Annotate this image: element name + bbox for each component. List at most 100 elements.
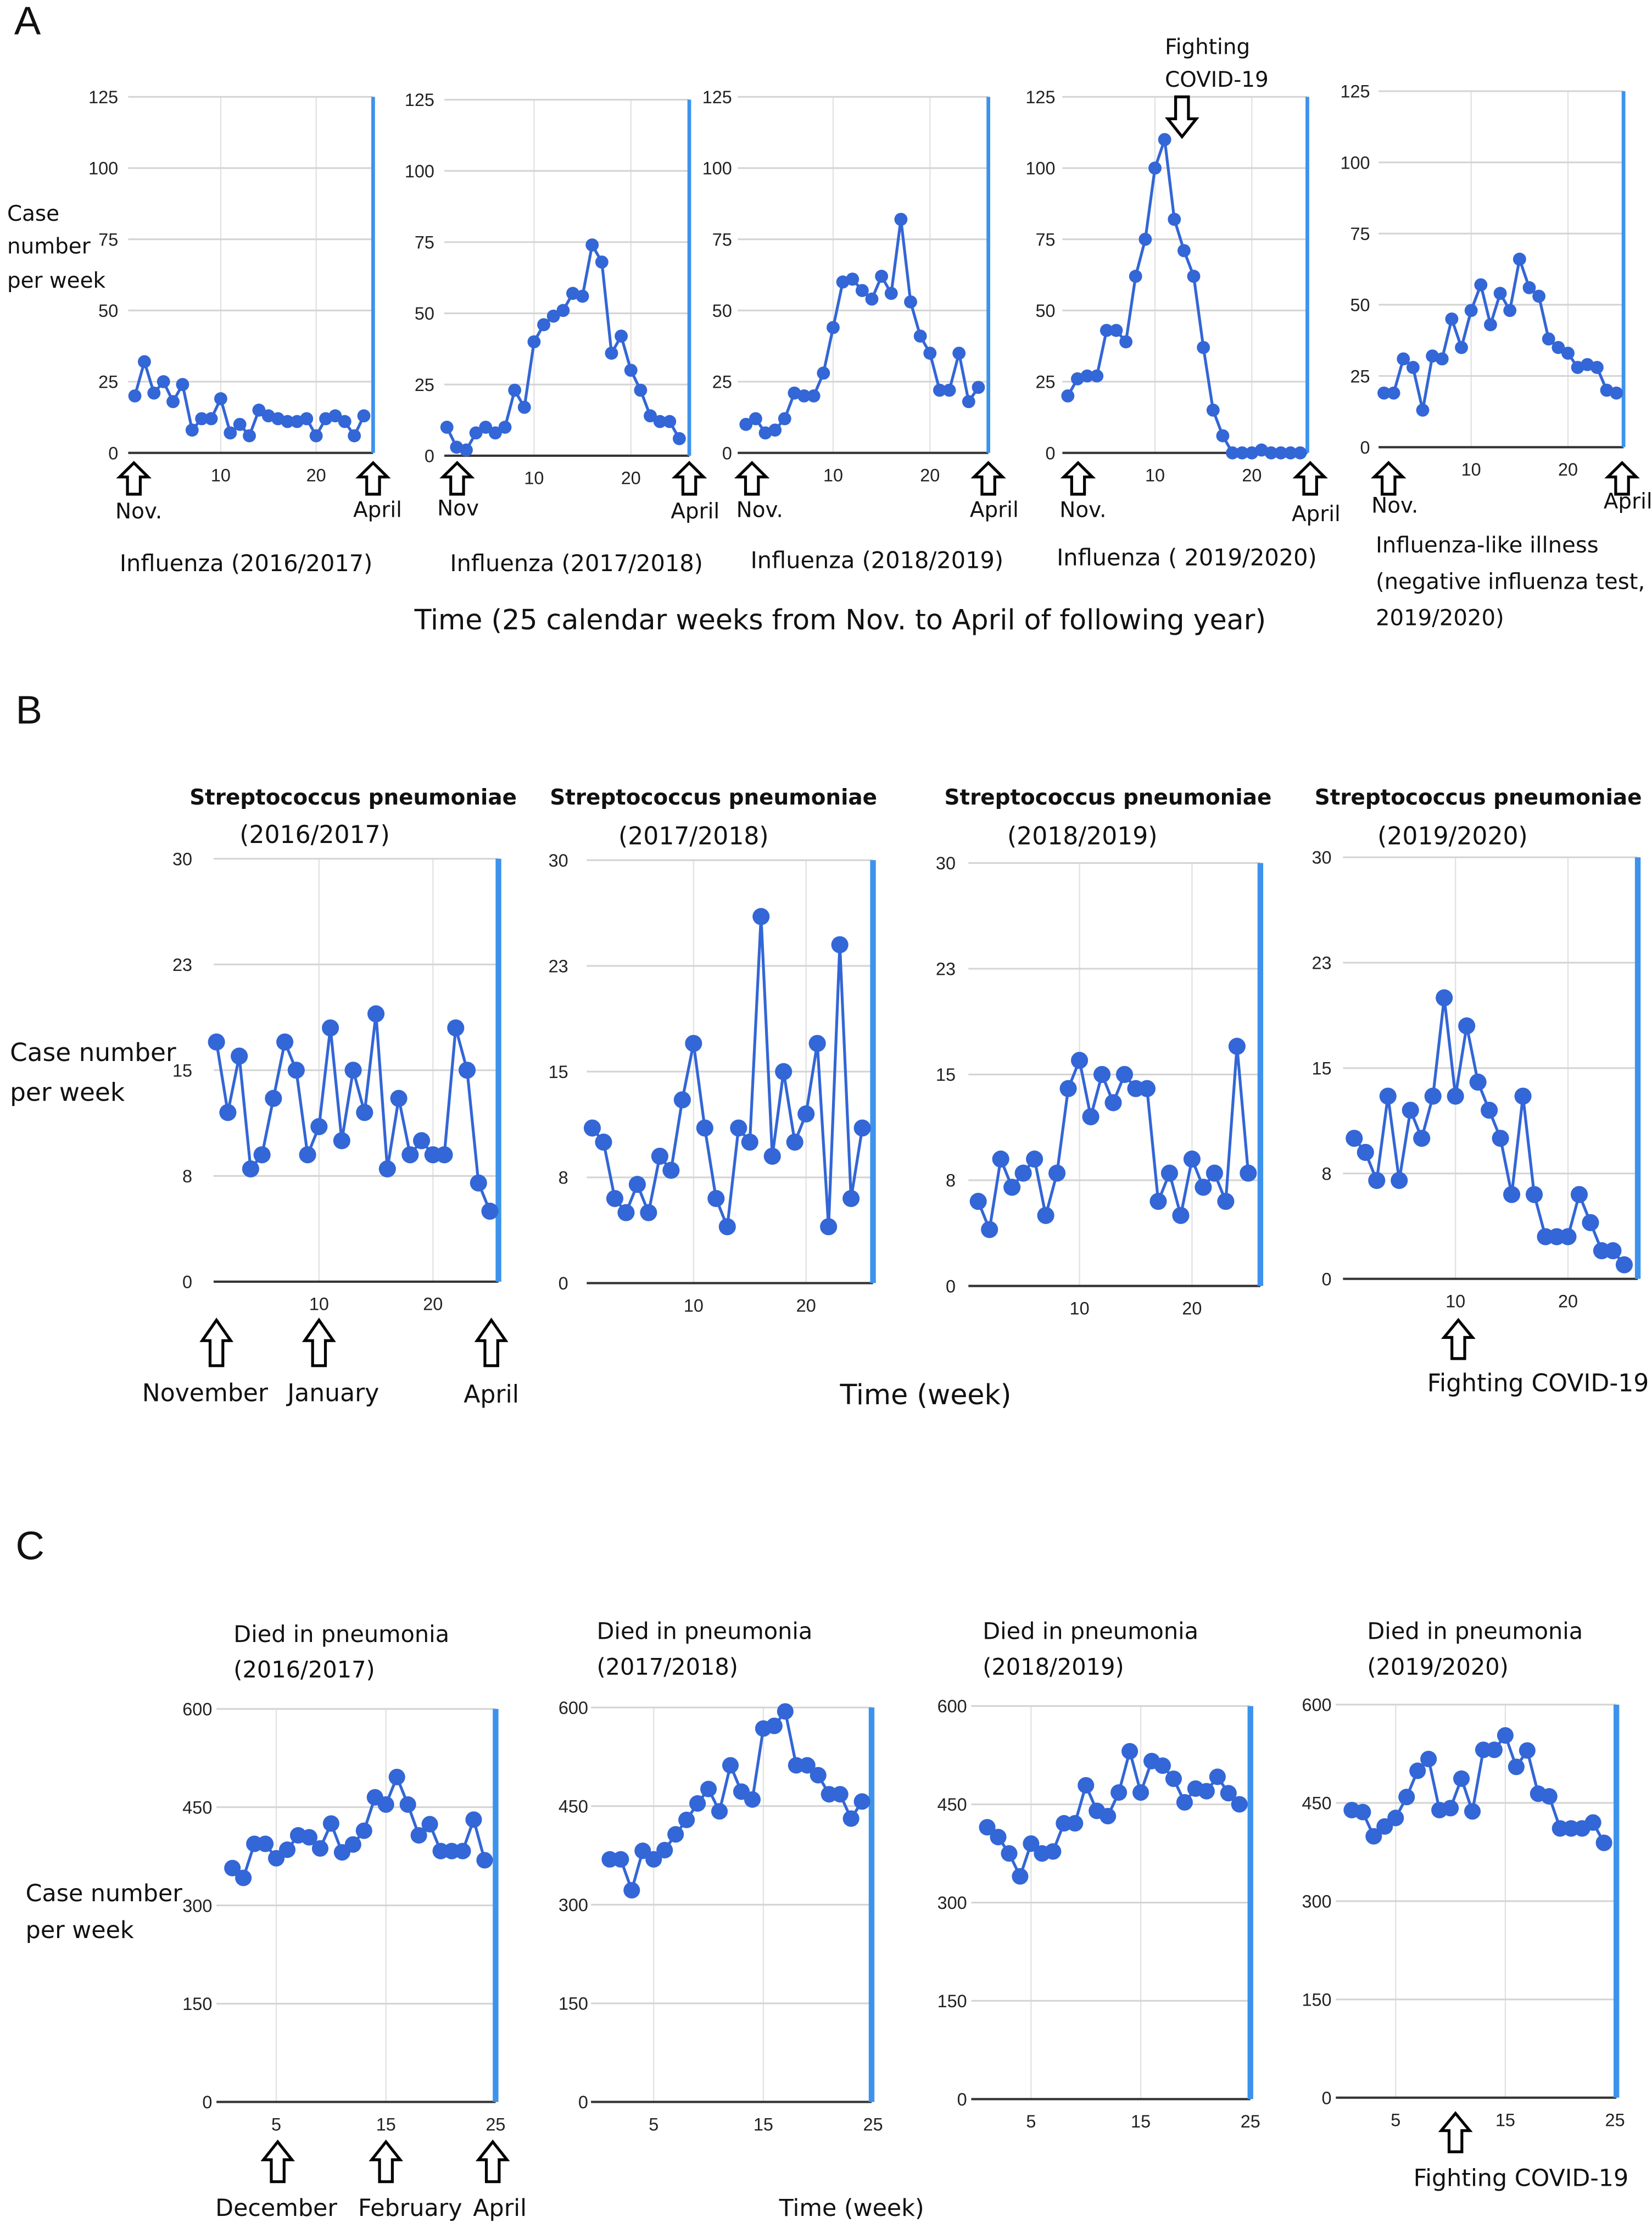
y-tick-label: 50 xyxy=(1350,295,1370,315)
y-tick-label: 100 xyxy=(88,159,118,178)
data-point xyxy=(617,1204,635,1221)
chart-title-line: (2016/2017) xyxy=(233,1656,375,1683)
up-arrow-icon xyxy=(1441,1317,1476,1360)
chart-title-line: (negative influenza test, xyxy=(1376,569,1645,594)
data-point xyxy=(741,1133,758,1151)
data-point xyxy=(378,1160,396,1178)
data-point xyxy=(208,1033,225,1051)
data-point xyxy=(707,1190,725,1207)
data-point xyxy=(651,1147,668,1165)
y-tick-label: 300 xyxy=(937,1893,967,1913)
up-arrow-icon xyxy=(369,2139,404,2184)
data-point xyxy=(281,415,294,428)
y-tick-label: 15 xyxy=(936,1065,956,1085)
data-point xyxy=(969,1193,987,1210)
y-tick-label: 300 xyxy=(1302,1892,1331,1912)
data-point xyxy=(979,1819,996,1836)
data-point xyxy=(1138,1080,1156,1097)
y-tick-label: 450 xyxy=(559,1796,588,1816)
data-point xyxy=(257,1835,274,1852)
up-arrow-icon xyxy=(199,1317,234,1367)
data-point xyxy=(730,1119,747,1137)
data-point xyxy=(1484,318,1497,332)
data-point xyxy=(300,1829,318,1846)
covid-annotation-line1: Fighting xyxy=(1165,35,1250,60)
data-point xyxy=(278,1841,296,1858)
start-month-label: Nov xyxy=(437,496,479,521)
y-tick-label: 0 xyxy=(1045,443,1055,463)
april-label-b: April xyxy=(464,1381,519,1409)
data-point xyxy=(1093,1065,1111,1084)
data-point xyxy=(689,1795,706,1812)
y-tick-label: 125 xyxy=(405,90,434,110)
chart-panel-12: 5 15 25 0 150 300 450 600 Died in pneumonia (2018… xyxy=(937,1618,1260,2131)
y-tick-label: 100 xyxy=(1025,159,1055,178)
data-point xyxy=(1132,1784,1149,1801)
y-tick-label: 150 xyxy=(559,1994,588,2014)
y-tick-label: 0 xyxy=(957,2090,967,2109)
data-point xyxy=(488,426,502,440)
y-tick-label: 75 xyxy=(1350,224,1370,244)
data-point xyxy=(1012,1868,1029,1885)
data-point xyxy=(214,392,227,406)
y-tick-label: 8 xyxy=(559,1168,568,1188)
data-point xyxy=(766,1717,783,1734)
panel-letter-a: A xyxy=(14,0,41,43)
chart-title-line: Streptococcus pneumoniae xyxy=(1315,785,1642,810)
panel-c-covid-annotation: Fighting COVID-19 xyxy=(1414,2164,1629,2192)
start-month-label: Nov. xyxy=(115,499,162,524)
data-point xyxy=(606,1190,624,1207)
chart-title-line: (2018/2019) xyxy=(983,1654,1124,1680)
data-point xyxy=(537,318,550,332)
data-point xyxy=(195,412,209,426)
data-point xyxy=(842,1810,860,1827)
data-point xyxy=(1216,429,1230,443)
data-point xyxy=(808,1035,826,1052)
data-point xyxy=(1474,278,1488,292)
data-point xyxy=(176,378,189,392)
x-tick-label: 5 xyxy=(649,2114,658,2134)
data-point xyxy=(1158,133,1171,147)
data-point xyxy=(711,1803,728,1820)
up-arrow-icon xyxy=(1604,461,1640,496)
up-arrow-icon xyxy=(970,461,1006,496)
x-tick-label: 25 xyxy=(485,2114,505,2134)
data-point xyxy=(605,347,618,360)
data-point xyxy=(235,1869,252,1886)
x-tick-label: 25 xyxy=(1605,2110,1625,2130)
data-point xyxy=(1424,1087,1442,1105)
y-tick-label: 125 xyxy=(1025,87,1055,107)
panel-letter-b: B xyxy=(16,688,42,732)
data-point xyxy=(1377,386,1391,400)
data-point xyxy=(1197,340,1210,354)
y-tick-label: 600 xyxy=(182,1699,212,1719)
x-tick-label: 10 xyxy=(1446,1292,1465,1311)
data-point xyxy=(1165,1770,1182,1788)
data-point xyxy=(1240,1164,1257,1182)
data-point xyxy=(763,1147,781,1165)
data-point xyxy=(634,383,648,397)
y-tick-label: 8 xyxy=(946,1171,956,1191)
data-point xyxy=(1486,1741,1503,1758)
panel-a-ylabel-line3: per week xyxy=(7,269,106,293)
data-point xyxy=(1220,1785,1237,1802)
data-point xyxy=(233,417,247,431)
data-point xyxy=(1559,1228,1577,1246)
data-point xyxy=(1003,1179,1021,1196)
data-point xyxy=(1522,281,1536,294)
data-point xyxy=(1217,1193,1235,1210)
data-point xyxy=(476,1852,493,1869)
y-tick-label: 150 xyxy=(1302,1990,1331,2009)
data-point xyxy=(390,1090,408,1107)
data-point xyxy=(333,1132,350,1149)
chart-title-line: Influenza (2017/2018) xyxy=(450,550,702,577)
panel-a-xlabel: Time (25 calendar weeks from Nov. to Apr… xyxy=(414,604,1266,636)
data-point xyxy=(1148,161,1162,175)
data-point xyxy=(865,292,879,306)
data-point xyxy=(700,1780,717,1797)
chart-panel-7: 10 20 0 8 15 23 30 Streptococcus pneumoniae (201… xyxy=(549,785,877,1315)
data-point xyxy=(243,429,256,443)
covid-annotation-line2: COVID-19 xyxy=(1165,68,1269,92)
data-point xyxy=(583,1119,601,1137)
chart-title-line: Streptococcus pneumoniae xyxy=(189,785,517,810)
